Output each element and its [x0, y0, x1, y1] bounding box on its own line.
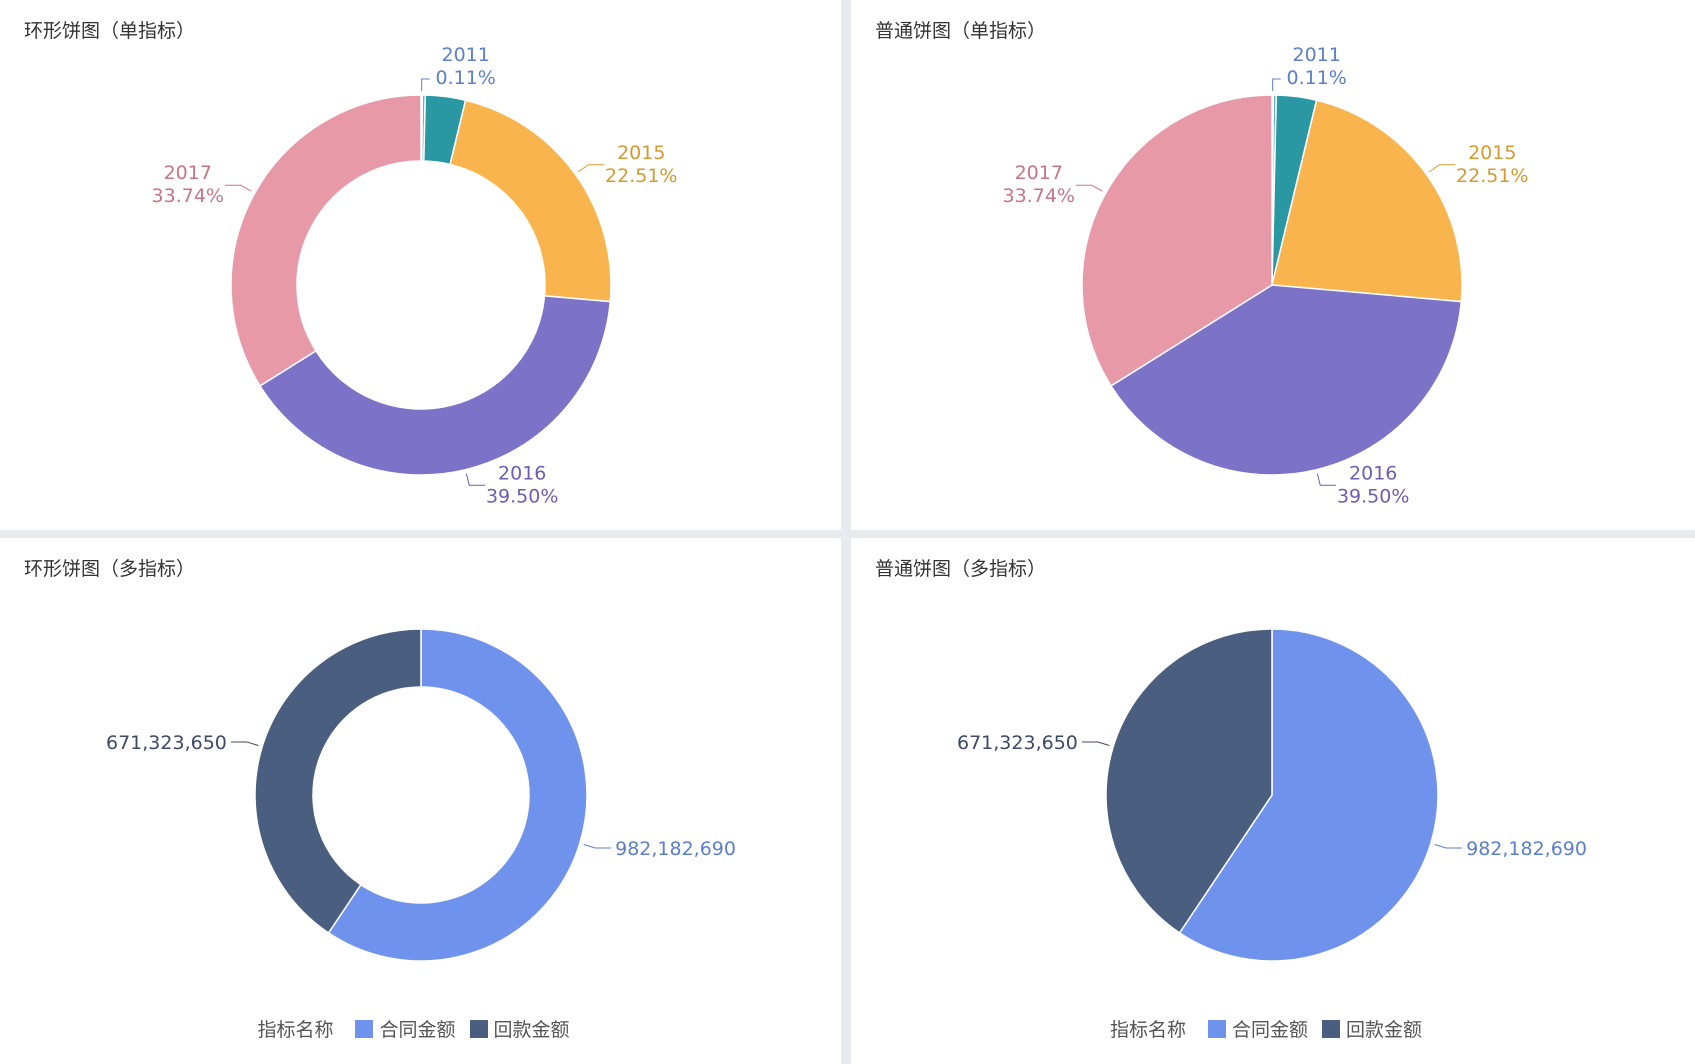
- leader-line: [1081, 741, 1110, 747]
- slice-percent-label: 39.50%: [486, 485, 558, 507]
- legend-item-contract[interactable]: 合同金额: [1207, 1015, 1308, 1042]
- pie-slice[interactable]: [327, 628, 588, 962]
- leader-line: [1316, 473, 1337, 486]
- leader-line: [583, 843, 612, 849]
- pie-slice[interactable]: [1271, 99, 1463, 303]
- slice-label: 2011: [441, 44, 489, 66]
- leader-line: [1272, 78, 1281, 92]
- slice-label: 2011: [1292, 44, 1340, 66]
- leader-line: [224, 184, 252, 192]
- leader-line: [465, 473, 486, 486]
- pie-slice[interactable]: [1081, 94, 1273, 387]
- pie-slice[interactable]: [449, 99, 612, 303]
- slice-percent-label: 33.74%: [152, 185, 224, 207]
- slice-value-label: 982,182,690: [615, 838, 736, 860]
- slice-label: 2017: [164, 162, 212, 184]
- panel-donut-single: 2011 0.11% 2015 22.51% 2016 39.50% 2017 33.74% …: [0, 0, 841, 530]
- chart-legend: 指标名称 合同金额 回款金额: [851, 1015, 1695, 1042]
- donut-multi-chart: 982,182,690 671,323,650: [106, 628, 736, 962]
- pie-multi-chart: 982,182,690 671,323,650: [957, 628, 1587, 962]
- panel-title: 环形饼图（多指标）: [24, 558, 196, 580]
- panel-pie-single: 2011 0.11% 2015 22.51% 2016 39.50% 2017 33.74% …: [851, 0, 1695, 530]
- chart-legend: 指标名称 合同金额 回款金额: [0, 1015, 841, 1042]
- slice-label: 2015: [617, 142, 665, 164]
- legend-swatch: [1322, 1019, 1340, 1038]
- legend-label: 合同金额: [379, 1019, 456, 1041]
- legend-swatch: [469, 1019, 488, 1038]
- pie-slice[interactable]: [1178, 628, 1439, 962]
- legend-item-payment[interactable]: 回款金额: [1322, 1015, 1422, 1042]
- panel-donut-multi: 982,182,690 671,323,650 环形饼图（多指标） 指标名称 合同…: [0, 538, 841, 1064]
- slice-value-label: 982,182,690: [1466, 838, 1587, 860]
- slice-value-label: 671,323,650: [957, 732, 1078, 754]
- leader-line: [230, 741, 259, 747]
- pie-slice[interactable]: [230, 94, 422, 387]
- slice-label: 2016: [1349, 462, 1397, 484]
- slice-percent-label: 39.50%: [1337, 485, 1409, 507]
- slice-percent-label: 0.11%: [1286, 67, 1346, 89]
- panel-pie-multi: 982,182,690 671,323,650 普通饼图（多指标） 指标名称 合同…: [851, 538, 1695, 1064]
- legend-label: 合同金额: [1231, 1019, 1308, 1041]
- slice-value-label: 671,323,650: [106, 732, 227, 754]
- pie-slice[interactable]: [258, 295, 612, 476]
- slice-label: 2016: [498, 462, 546, 484]
- pie-slice[interactable]: [1109, 284, 1463, 476]
- legend-title: 指标名称: [1109, 1019, 1186, 1041]
- legend-label: 回款金额: [493, 1019, 570, 1041]
- leader-line: [421, 78, 430, 92]
- panel-title: 普通饼图（单指标）: [875, 20, 1047, 42]
- slice-percent-label: 33.74%: [1003, 185, 1075, 207]
- pie-slice[interactable]: [1105, 628, 1273, 934]
- panel-title: 环形饼图（单指标）: [24, 20, 196, 42]
- slice-percent-label: 22.51%: [1456, 165, 1528, 187]
- slice-label: 2015: [1468, 142, 1516, 164]
- legend-swatch: [355, 1019, 374, 1038]
- leader-line: [1429, 164, 1456, 173]
- slice-label: 2017: [1015, 162, 1063, 184]
- legend-swatch: [1207, 1019, 1226, 1038]
- legend-title: 指标名称: [257, 1019, 334, 1041]
- slice-percent-label: 22.51%: [605, 165, 677, 187]
- pie-slice[interactable]: [254, 628, 422, 934]
- legend-label: 回款金额: [1346, 1019, 1423, 1041]
- legend-item-payment[interactable]: 回款金额: [469, 1015, 570, 1042]
- panel-title: 普通饼图（多指标）: [875, 558, 1047, 580]
- leader-line: [1075, 184, 1103, 192]
- legend-item-contract[interactable]: 合同金额: [355, 1015, 456, 1042]
- leader-line: [578, 164, 605, 173]
- leader-line: [1434, 843, 1463, 849]
- slice-percent-label: 0.11%: [435, 67, 495, 89]
